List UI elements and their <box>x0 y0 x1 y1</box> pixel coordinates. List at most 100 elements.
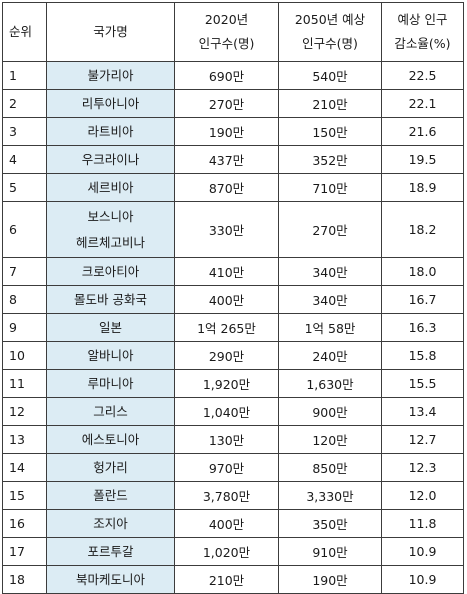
pop-2050-cell: 350만 <box>278 509 382 538</box>
decline-rate-cell: 19.5 <box>381 145 464 174</box>
country-cell: 북마케도니아 <box>46 565 175 594</box>
pop-2050-cell: 340만 <box>278 285 382 314</box>
country-name-line: 포르투갈 <box>87 543 134 559</box>
country-cell: 라트비아 <box>46 117 175 146</box>
country-cell: 크로아티아 <box>46 257 175 286</box>
table-row: 1 불가리아 690만 540만 22.5 <box>2 61 464 90</box>
decline-rate-cell: 16.7 <box>381 285 464 314</box>
country-name-line: 리투아니아 <box>81 95 140 111</box>
table-row: 12 그리스 1,040만 900만 13.4 <box>2 397 464 426</box>
rank-cell: 1 <box>2 61 47 90</box>
country-cell: 불가리아 <box>46 61 175 90</box>
decline-rate-cell: 18.0 <box>381 257 464 286</box>
table-row: 7 크로아티아 410만 340만 18.0 <box>2 257 464 286</box>
pop-2050-cell: 1,630만 <box>278 369 382 398</box>
rank-cell: 3 <box>2 117 47 146</box>
pop-2050-cell: 352만 <box>278 145 382 174</box>
country-name-line: 조지아 <box>93 515 128 531</box>
table-row: 6 보스니아 헤르체고비나 330만 270만 18.2 <box>2 201 464 258</box>
table-row: 9 일본 1억 265만 1억 58만 16.3 <box>2 313 464 342</box>
country-cell: 조지아 <box>46 509 175 538</box>
table-row: 14 헝가리 970만 850만 12.3 <box>2 453 464 482</box>
decline-rate-cell: 12.7 <box>381 425 464 454</box>
country-cell: 우크라이나 <box>46 145 175 174</box>
rank-cell: 11 <box>2 369 47 398</box>
decline-rate-cell: 16.3 <box>381 313 464 342</box>
header-decline-line2: 감소율(%) <box>394 36 451 51</box>
pop-2050-cell: 710만 <box>278 173 382 202</box>
pop-2020-cell: 1,920만 <box>174 369 279 398</box>
pop-2020-cell: 410만 <box>174 257 279 286</box>
country-name-line: 일본 <box>98 319 122 335</box>
country-name-line: 보스니아 <box>87 208 134 224</box>
country-cell: 일본 <box>46 313 175 342</box>
table-row: 5 세르비아 870만 710만 18.9 <box>2 173 464 202</box>
pop-2020-cell: 970만 <box>174 453 279 482</box>
pop-2020-cell: 290만 <box>174 341 279 370</box>
table-row: 10 알바니아 290만 240만 15.8 <box>2 341 464 370</box>
country-name-line: 불가리아 <box>87 67 134 83</box>
decline-rate-cell: 18.9 <box>381 173 464 202</box>
header-pop-2020-line2: 인구수(명) <box>198 36 255 51</box>
country-name-line: 크로아티아 <box>81 263 140 279</box>
header-decline-rate: 예상 인구 감소율(%) <box>381 2 464 62</box>
pop-2020-cell: 270만 <box>174 89 279 118</box>
decline-rate-cell: 12.0 <box>381 481 464 510</box>
pop-2020-cell: 130만 <box>174 425 279 454</box>
rank-cell: 18 <box>2 565 47 594</box>
country-cell: 몰도바 공화국 <box>46 285 175 314</box>
country-cell: 리투아니아 <box>46 89 175 118</box>
rank-cell: 10 <box>2 341 47 370</box>
header-decline-line1: 예상 인구 <box>397 12 448 27</box>
rank-cell: 14 <box>2 453 47 482</box>
rank-cell: 6 <box>2 201 47 258</box>
pop-2050-cell: 150만 <box>278 117 382 146</box>
table-row: 3 라트비아 190만 150만 21.6 <box>2 117 464 146</box>
table-row: 15 폴란드 3,780만 3,330만 12.0 <box>2 481 464 510</box>
table-row: 11 루마니아 1,920만 1,630만 15.5 <box>2 369 464 398</box>
header-row: 순위 국가명 2020년 인구수(명) 2050년 예상 인구수(명) 예상 인… <box>2 2 464 62</box>
table-body: 1 불가리아 690만 540만 22.5 2 리투아니아 270만 210만 22.1 3 라트비아… <box>2 61 464 594</box>
header-pop-2050: 2050년 예상 인구수(명) <box>278 2 382 62</box>
rank-cell: 4 <box>2 145 47 174</box>
pop-2020-cell: 330만 <box>174 201 279 258</box>
pop-2020-cell: 1,020만 <box>174 537 279 566</box>
decline-rate-cell: 21.6 <box>381 117 464 146</box>
table-row: 2 리투아니아 270만 210만 22.1 <box>2 89 464 118</box>
country-name-line: 세르비아 <box>87 179 134 195</box>
header-pop-2020-line1: 2020년 <box>204 12 249 27</box>
rank-cell: 15 <box>2 481 47 510</box>
country-cell: 보스니아 헤르체고비나 <box>46 201 175 258</box>
pop-2050-cell: 900만 <box>278 397 382 426</box>
table-row: 8 몰도바 공화국 400만 340만 16.7 <box>2 285 464 314</box>
pop-2020-cell: 870만 <box>174 173 279 202</box>
decline-rate-cell: 22.1 <box>381 89 464 118</box>
pop-2050-cell: 3,330만 <box>278 481 382 510</box>
pop-2050-cell: 540만 <box>278 61 382 90</box>
country-cell: 폴란드 <box>46 481 175 510</box>
country-name-line: 헝가리 <box>93 459 128 475</box>
decline-rate-cell: 22.5 <box>381 61 464 90</box>
pop-2020-cell: 690만 <box>174 61 279 90</box>
rank-cell: 7 <box>2 257 47 286</box>
table-row: 13 에스토니아 130만 120만 12.7 <box>2 425 464 454</box>
country-name-line: 에스토니아 <box>81 431 140 447</box>
country-name-line: 그리스 <box>93 403 128 419</box>
country-name-line: 알바니아 <box>87 347 134 363</box>
rank-cell: 8 <box>2 285 47 314</box>
pop-2050-cell: 210만 <box>278 89 382 118</box>
table-row: 17 포르투갈 1,020만 910만 10.9 <box>2 537 464 566</box>
pop-2020-cell: 437만 <box>174 145 279 174</box>
rank-cell: 13 <box>2 425 47 454</box>
country-cell: 루마니아 <box>46 369 175 398</box>
pop-2050-cell: 340만 <box>278 257 382 286</box>
decline-rate-cell: 18.2 <box>381 201 464 258</box>
table-row: 16 조지아 400만 350만 11.8 <box>2 509 464 538</box>
country-name-line: 라트비아 <box>87 123 134 139</box>
header-pop-2050-line1: 2050년 예상 <box>294 12 366 27</box>
pop-2020-cell: 400만 <box>174 285 279 314</box>
country-cell: 그리스 <box>46 397 175 426</box>
header-pop-2020: 2020년 인구수(명) <box>174 2 279 62</box>
